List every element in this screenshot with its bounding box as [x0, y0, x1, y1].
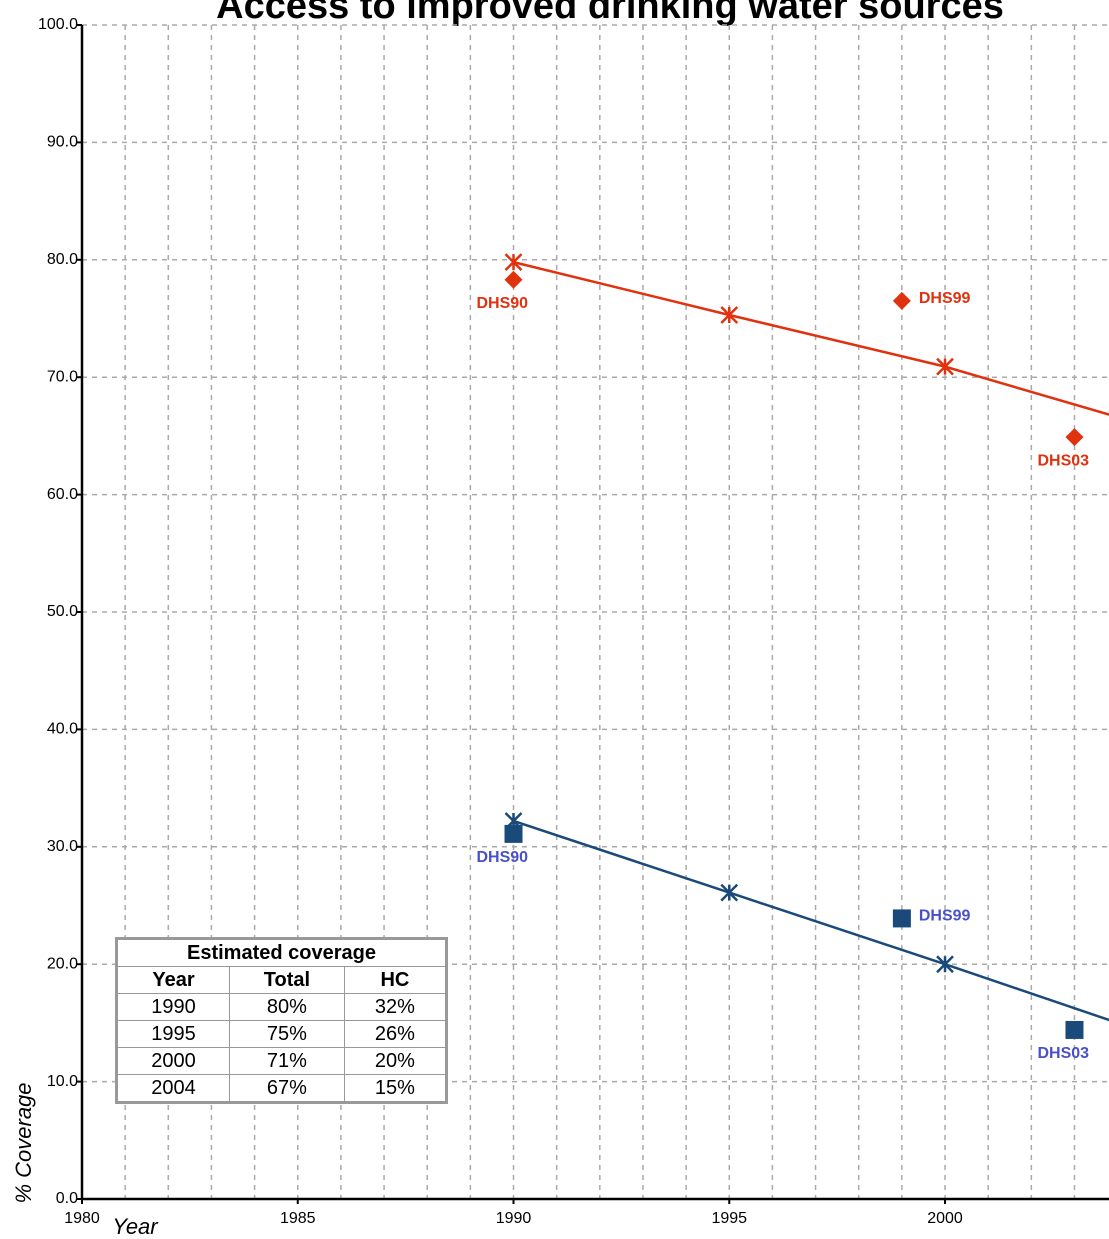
table-cell: 2000 [116, 1047, 230, 1075]
table-cell: 75% [228, 1020, 345, 1048]
table-cell: 32% [343, 993, 448, 1021]
y-tick-label: 60.0 [47, 486, 78, 503]
y-tick-label: 10.0 [47, 1073, 78, 1090]
x-tick-label: 1995 [711, 1210, 747, 1227]
series-line [513, 819, 1109, 1022]
y-tick-label: 90.0 [47, 134, 78, 151]
asterisk-marker [504, 253, 523, 272]
y-tick-label: 70.0 [47, 368, 78, 385]
table-cell: 1990 [116, 993, 230, 1021]
asterisk-marker [720, 306, 739, 324]
plot-area: DHS90 DHS99 DHS03 DHS90 DHS99 DHS03 [477, 253, 1109, 1062]
survey-label: DHS03 [1037, 452, 1089, 469]
x-tick-label: 1990 [496, 1210, 532, 1227]
survey-label: DHS99 [919, 908, 971, 925]
x-axis-label: Year [112, 1214, 159, 1239]
survey-marker [504, 824, 523, 843]
y-tick-label: 50.0 [47, 603, 78, 620]
y-tick-label: 30.0 [47, 838, 78, 855]
asterisk-marker [936, 357, 954, 376]
survey-marker [1065, 1020, 1084, 1039]
survey-label: DHS03 [1037, 1045, 1089, 1062]
x-tick-label: 2000 [927, 1210, 963, 1227]
y-tick-label: 80.0 [47, 251, 78, 268]
survey-label: DHS90 [477, 295, 529, 312]
table-header: HC [343, 966, 448, 994]
y-axis-label: % Coverage [11, 1082, 36, 1203]
chart-title: Access to improved drinking water source… [216, 0, 1004, 27]
x-tick-label: 1980 [64, 1210, 100, 1227]
series-line [513, 260, 1109, 416]
table-cell: 1995 [116, 1020, 230, 1048]
y-tick-label: 20.0 [47, 955, 78, 972]
table-cell: 80% [228, 993, 345, 1021]
asterisk-marker [936, 955, 954, 974]
survey-label: DHS90 [477, 849, 529, 866]
survey-marker [892, 291, 911, 310]
table-cell: 67% [228, 1074, 345, 1103]
y-tick-label: 0.0 [56, 1190, 78, 1207]
table-header: Year [116, 966, 230, 994]
table-title: Estimated coverage [116, 938, 447, 967]
survey-marker [504, 270, 523, 289]
survey-marker [892, 909, 911, 928]
x-tick-label: 1985 [280, 1210, 316, 1227]
asterisk-marker [720, 883, 739, 902]
survey-label: DHS99 [919, 290, 971, 307]
survey-marker [1065, 428, 1084, 447]
coverage-table: Estimated coverage Year Total HC 1990 80% 32… [115, 937, 448, 1104]
table-cell: 2004 [116, 1074, 230, 1103]
table-cell: 71% [228, 1047, 345, 1075]
table-header: Total [228, 966, 345, 994]
table-cell: 26% [343, 1020, 448, 1048]
y-tick-label: 100.0 [38, 16, 78, 33]
table-cell: 15% [343, 1074, 448, 1103]
table-cell: 20% [343, 1047, 448, 1075]
y-tick-label: 40.0 [47, 721, 78, 738]
